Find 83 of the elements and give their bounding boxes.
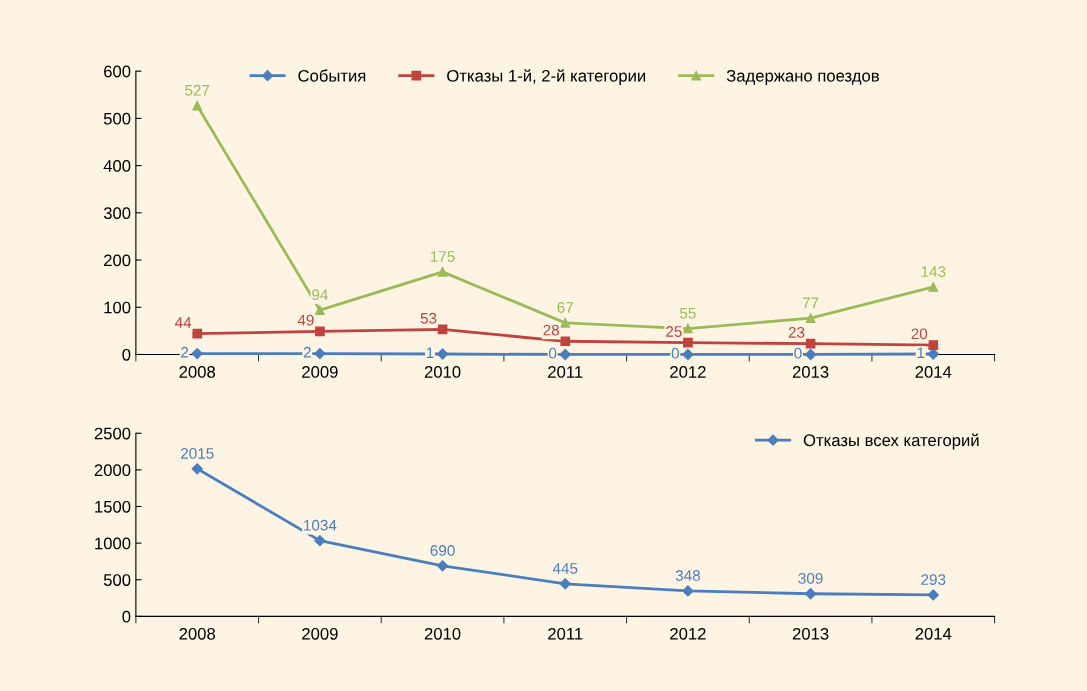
point	[437, 266, 448, 277]
x-tick-label: 2009	[302, 627, 338, 640]
y-tick-label: 0	[122, 610, 131, 623]
x-tick-label: 2008	[179, 627, 216, 640]
point	[682, 348, 694, 361]
point	[560, 317, 571, 328]
point	[805, 313, 816, 323]
legend-label: События	[298, 69, 366, 82]
x-tick-label: 2008	[179, 366, 216, 378]
data-label: 1034	[304, 519, 337, 531]
legend-label: Отказы 1-й, 2-й категории	[447, 69, 646, 85]
point	[192, 100, 203, 111]
data-label: 53	[420, 312, 437, 324]
data-label: 44	[175, 317, 192, 328]
y-tick-label: 500	[103, 112, 131, 125]
point	[683, 337, 693, 348]
data-label: 20	[911, 328, 928, 340]
point	[436, 348, 449, 360]
legend-label: Отказы всех категорий	[803, 433, 979, 450]
point	[191, 463, 203, 475]
y-tick-label: 600	[104, 65, 131, 78]
data-label: 49	[297, 314, 314, 326]
y-tick-label: 1500	[95, 500, 131, 513]
data-label: 0	[794, 347, 802, 359]
point	[315, 305, 325, 315]
x-tick-label: 2012	[670, 627, 706, 640]
point	[927, 589, 939, 601]
data-label: 67	[557, 302, 573, 313]
data-label: 527	[185, 84, 210, 96]
data-label: 1	[426, 347, 434, 358]
y-tick-label: 1000	[95, 537, 131, 550]
data-label: 1	[917, 347, 925, 358]
x-tick-label: 2010	[424, 366, 461, 378]
x-tick-label: 2013	[792, 366, 829, 378]
point	[928, 340, 939, 350]
y-tick-label: 300	[103, 207, 131, 220]
x-tick-label: 2010	[424, 627, 461, 640]
data-label: 0	[671, 347, 679, 359]
y-tick-label: 100	[104, 301, 131, 314]
x-tick-label: 2013	[792, 627, 829, 640]
x-tick-label: 2011	[548, 366, 583, 378]
data-label: 445	[552, 563, 578, 574]
data-label: 143	[921, 266, 946, 277]
point	[315, 326, 325, 337]
data-label: 2	[181, 346, 189, 358]
data-label: 2	[303, 346, 311, 358]
point	[191, 347, 203, 360]
point	[314, 535, 326, 547]
y-tick-label: 2000	[94, 464, 131, 477]
data-label: 55	[680, 307, 696, 319]
data-label: 0	[549, 347, 557, 359]
data-label: 690	[430, 545, 455, 556]
point	[192, 328, 203, 339]
data-label: 94	[312, 289, 328, 301]
y-tick-label: 2500	[94, 427, 131, 440]
data-label: 25	[666, 326, 682, 337]
x-tick-label: 2012	[670, 366, 706, 378]
point	[683, 323, 693, 334]
x-tick-label: 2009	[302, 366, 338, 378]
y-tick-label: 200	[104, 254, 131, 267]
data-label: 23	[788, 327, 805, 338]
data-label: 2015	[180, 448, 214, 459]
point	[682, 585, 694, 597]
point	[559, 578, 571, 590]
x-tick-label: 2014	[915, 627, 952, 640]
y-tick-label: 500	[103, 574, 131, 586]
data-label: 175	[430, 251, 455, 262]
point	[928, 282, 939, 292]
x-tick-label: 2014	[915, 366, 952, 378]
point	[559, 348, 571, 361]
legend-label: Задержано поездов	[726, 69, 879, 85]
point	[436, 560, 449, 572]
data-label: 28	[543, 324, 560, 336]
data-label: 293	[921, 574, 946, 585]
point	[804, 348, 817, 361]
data-label: 77	[802, 297, 819, 309]
y-tick-label: 0	[122, 348, 131, 361]
y-tick-label: 400	[103, 160, 131, 172]
data-label: 348	[675, 570, 700, 581]
point	[314, 347, 326, 360]
x-tick-label: 2011	[548, 627, 583, 640]
data-label: 309	[798, 572, 823, 584]
point	[560, 336, 571, 347]
